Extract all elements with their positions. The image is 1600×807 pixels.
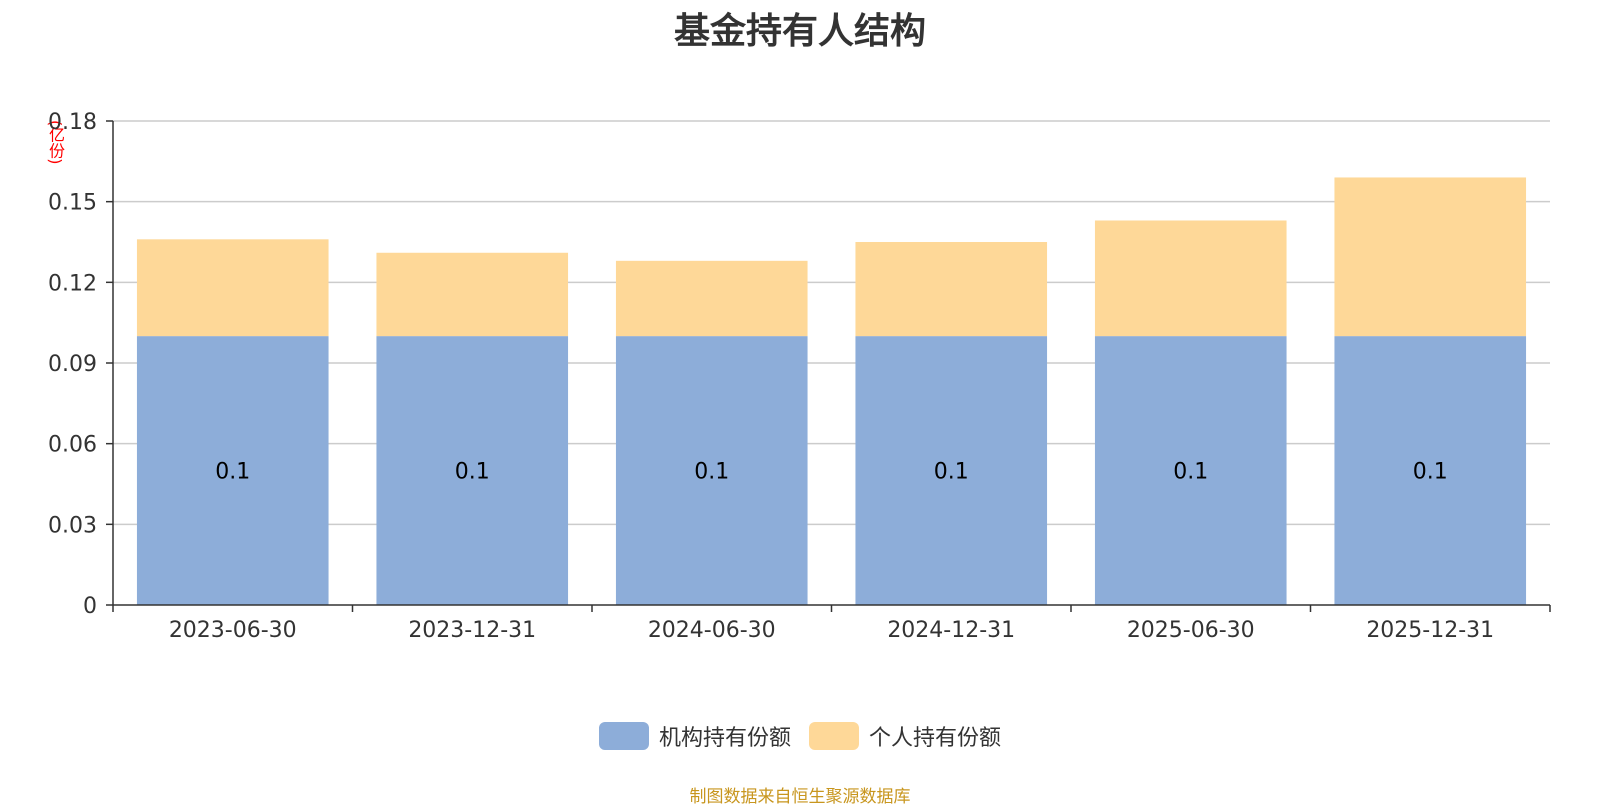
chart-title: 基金持有人结构 <box>673 11 926 52</box>
x-tick-label: 2025-12-31 <box>1366 618 1494 643</box>
bar-individual <box>376 252 569 337</box>
legend-item-institutional[interactable]: 机构持有份额 <box>598 720 791 752</box>
legend-label-individual: 个人持有份额 <box>869 726 1002 751</box>
bar-institutional <box>1094 336 1287 605</box>
bar-institutional <box>855 336 1048 605</box>
data-label: 0.1 <box>1173 460 1208 485</box>
y-tick-label: 0.09 <box>48 352 97 377</box>
legend-swatch-institutional <box>598 722 649 750</box>
legend-swatch-individual <box>809 722 859 750</box>
y-tick-label: 0.06 <box>48 433 97 458</box>
data-label: 0.1 <box>1413 460 1448 485</box>
y-tick-label: 0.18 <box>48 110 97 135</box>
x-tick-label: 2023-06-30 <box>169 618 297 643</box>
legend-item-individual[interactable]: 个人持有份额 <box>809 720 1001 752</box>
legend: 机构持有份额 个人持有份额 <box>0 720 1600 752</box>
x-tick-label: 2023-12-31 <box>408 618 536 643</box>
bar-institutional <box>136 336 329 605</box>
x-tick-label: 2025-06-30 <box>1127 618 1255 643</box>
y-tick-label: 0 <box>83 594 97 619</box>
data-label: 0.1 <box>934 460 969 485</box>
bar-individual <box>855 242 1048 337</box>
data-label: 0.1 <box>455 460 490 485</box>
x-tick-label: 2024-06-30 <box>648 618 776 643</box>
stacked-bar-chart: 0 0.03 0.06 0.09 0.12 0.15 0.18 0.1 2023-06-30 0.… <box>48 110 1551 643</box>
y-axis-unit-label: (亿份) <box>46 120 65 165</box>
data-label: 0.1 <box>694 460 729 485</box>
y-tick-label: 0.15 <box>48 191 97 216</box>
bar-institutional <box>1334 336 1527 605</box>
legend-label-institutional: 机构持有份额 <box>658 726 791 751</box>
data-label: 0.1 <box>215 460 250 485</box>
y-tick-label: 0.12 <box>48 271 97 296</box>
bar-individual <box>615 260 808 337</box>
bar-individual <box>1334 177 1527 337</box>
x-tick-label: 2024-12-31 <box>887 618 1015 643</box>
source-note: 制图数据来自恒生聚源数据库 <box>689 787 911 807</box>
y-tick-label: 0.03 <box>48 513 97 538</box>
bar-institutional <box>615 336 808 605</box>
bar-individual <box>136 239 329 337</box>
bar-individual <box>1094 220 1287 337</box>
bar-institutional <box>376 336 569 605</box>
